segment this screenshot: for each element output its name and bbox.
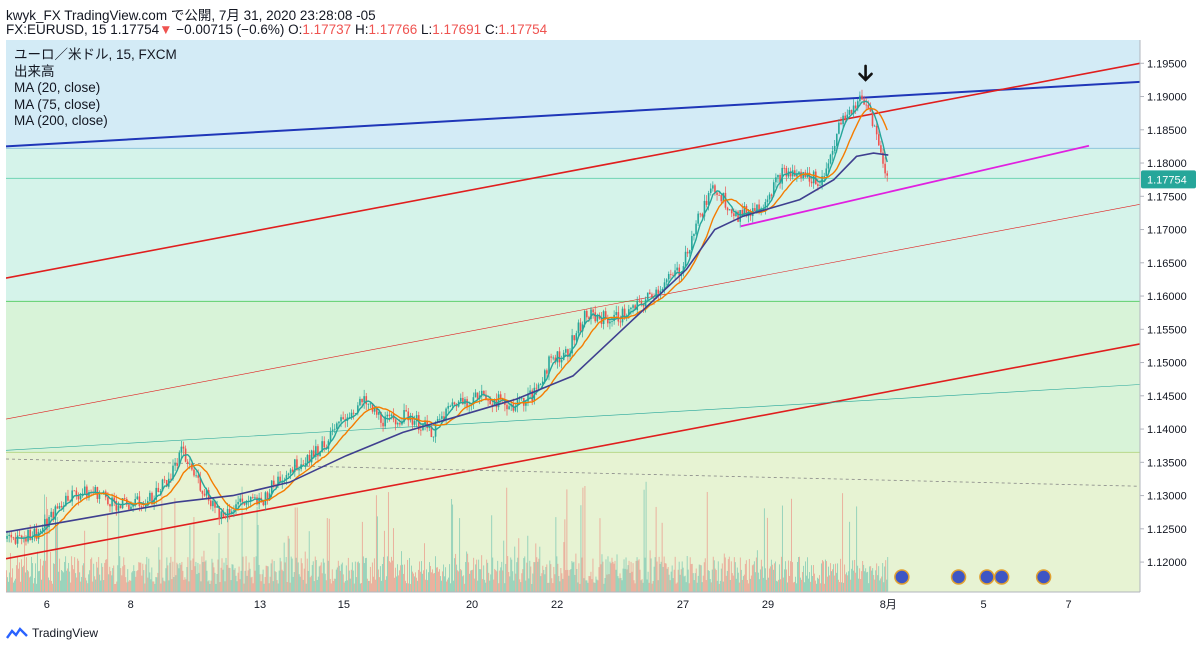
- open-value: 1.17737: [302, 22, 352, 37]
- high-value: 1.17766: [368, 22, 418, 37]
- price-change: −0.00715 (−0.6%): [176, 22, 285, 37]
- x-tick-label: 29: [762, 599, 774, 611]
- x-tick-label: 5: [980, 599, 986, 611]
- x-tick-label: 20: [466, 599, 478, 611]
- y-tick-label: 1.17000: [1147, 225, 1187, 237]
- open-label: O:: [288, 22, 303, 37]
- tradingview-logo-icon: [6, 627, 28, 639]
- x-tick-label: 7: [1065, 599, 1071, 611]
- legend-ma20[interactable]: MA (20, close): [14, 80, 101, 95]
- footer-brand[interactable]: TradingView: [6, 626, 98, 640]
- x-tick-label: 22: [551, 599, 563, 611]
- event-flag-icon: [993, 569, 1010, 585]
- trend-line-5: [740, 144, 1090, 228]
- event-flag-icon: [1035, 569, 1052, 585]
- legend-series-title[interactable]: ユーロ／米ドル, 15, FXCM: [14, 47, 177, 62]
- symbol-label[interactable]: FX:EURUSD, 15: [6, 22, 107, 37]
- trend-line-0: [6, 80, 1140, 148]
- x-tick-label: 27: [677, 599, 689, 611]
- arrow-down-icon: [858, 64, 873, 82]
- y-tick-label: 1.19500: [1147, 58, 1187, 70]
- x-tick-label: 6: [44, 599, 50, 611]
- y-tick-label: 1.12500: [1147, 524, 1187, 536]
- last-price-tag: [1141, 170, 1196, 189]
- y-tick-label: 1.17500: [1147, 191, 1187, 203]
- low-value: 1.17691: [432, 22, 482, 37]
- x-tick-label: 8: [128, 599, 134, 611]
- event-flag-icon: [950, 569, 967, 585]
- y-tick-label: 1.19000: [1147, 92, 1187, 104]
- y-tick-label: 1.16000: [1147, 291, 1187, 303]
- last-price-tag-label: 1.17754: [1147, 174, 1187, 186]
- close-value: 1.17754: [498, 22, 548, 37]
- zone-band-1: [6, 148, 1140, 302]
- y-tick-label: 1.13000: [1147, 491, 1187, 503]
- ma200-line: [5, 152, 889, 533]
- indicator-legend: ユーロ／米ドル, 15, FXCM 出来高 MA (20, close) MA …: [14, 47, 177, 130]
- y-tick-label: 1.14000: [1147, 424, 1187, 436]
- event-flag-icon: [894, 569, 910, 585]
- close-label: C:: [484, 22, 499, 37]
- high-label: H:: [354, 22, 369, 37]
- price-axis-bg: [1141, 40, 1200, 592]
- volume-bars: [6, 481, 889, 592]
- trend-line-4: [6, 384, 1140, 451]
- y-tick-label: 1.18500: [1147, 125, 1187, 137]
- brand-label: TradingView: [32, 626, 99, 640]
- legend-volume[interactable]: 出来高: [14, 63, 55, 79]
- event-flag-icon: [979, 569, 995, 585]
- ohlc-header: FX:EURUSD, 15 1.17754▼ −0.00715 (−0.6%) …: [6, 22, 547, 37]
- zone-band-2: [6, 301, 1140, 453]
- y-tick-label: 1.15000: [1147, 358, 1187, 370]
- y-tick-label: 1.15500: [1147, 324, 1187, 336]
- x-tick-label: 8月: [880, 599, 897, 611]
- trend-line-2: [6, 343, 1140, 560]
- change-down-icon: ▼: [159, 22, 173, 37]
- last-price: 1.17754: [110, 22, 160, 37]
- ma20-line: [15, 100, 888, 539]
- zone-band-0: [6, 40, 1140, 149]
- y-tick-label: 1.18000: [1147, 158, 1187, 170]
- trend-line-3: [6, 203, 1140, 420]
- x-tick-label: 13: [254, 599, 266, 611]
- publish-info: kwyk_FX TradingView.com で公開, 7月 31, 2020…: [6, 8, 376, 23]
- legend-ma200[interactable]: MA (200, close): [14, 113, 108, 128]
- y-tick-label: 1.12000: [1147, 557, 1187, 569]
- x-tick-label: 15: [338, 599, 350, 611]
- y-tick-label: 1.13500: [1147, 457, 1187, 469]
- trend-line-1: [6, 62, 1140, 279]
- ma75-line: [34, 107, 888, 538]
- legend-ma75[interactable]: MA (75, close): [14, 96, 101, 112]
- y-tick-label: 1.14500: [1147, 391, 1187, 403]
- y-tick-label: 1.16500: [1147, 258, 1187, 270]
- low-label: L:: [421, 22, 433, 37]
